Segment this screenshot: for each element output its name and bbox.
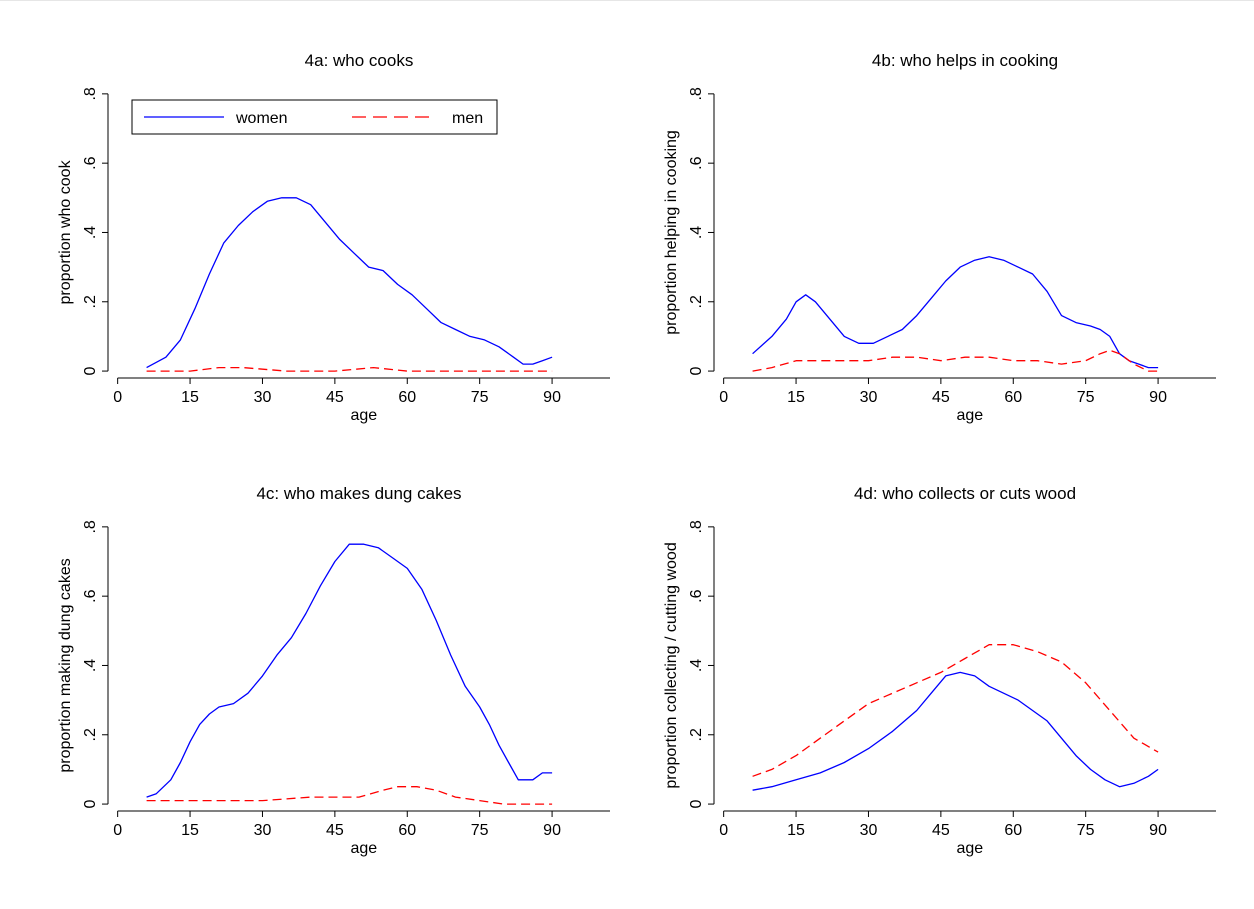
x-tick-label: 15 — [787, 822, 805, 839]
x-tick-label: 15 — [787, 389, 805, 406]
y-axis-label: proportion collecting / cutting wood — [663, 542, 680, 788]
y-tick-label: .6 — [688, 156, 705, 169]
y-axis-label: proportion making dung cakes — [57, 558, 74, 772]
y-tick-label: .2 — [82, 295, 99, 308]
x-axis-label: age — [956, 840, 983, 857]
series-line-women — [752, 256, 1159, 369]
y-tick-label: 0 — [82, 800, 99, 809]
x-tick-label: 60 — [398, 822, 416, 839]
y-tick-label: 0 — [688, 800, 705, 809]
y-tick-label: 0 — [688, 367, 705, 376]
y-tick-label: .4 — [82, 659, 99, 672]
x-tick-label: 0 — [113, 389, 122, 406]
x-tick-label: 45 — [326, 389, 344, 406]
series-line-women — [146, 197, 553, 369]
legend-label-men: men — [452, 110, 483, 127]
y-tick-label: 0 — [82, 367, 99, 376]
y-tick-label: .6 — [82, 156, 99, 169]
x-tick-label: 90 — [543, 389, 561, 406]
series-line-men — [146, 786, 553, 805]
series-line-men — [752, 349, 1159, 372]
y-tick-label: .8 — [688, 520, 705, 533]
x-tick-label: 45 — [932, 389, 950, 406]
y-tick-label: .2 — [688, 728, 705, 741]
panel-2: 4b: who helps in cooking 0 .2 .4 .6 .8 0 15 30 45… — [663, 51, 1216, 424]
x-axis-label: age — [956, 407, 983, 424]
top-divider — [0, 0, 1254, 1]
y-axis-label: proportion helping in cooking — [663, 130, 680, 335]
x-tick-label: 75 — [1077, 389, 1095, 406]
x-tick-label: 60 — [398, 389, 416, 406]
series-line-men — [146, 366, 553, 372]
y-tick-label: .2 — [688, 295, 705, 308]
panel-4: 4d: who collects or cuts wood 0 .2 .4 .6 .8 0 1… — [663, 484, 1216, 857]
x-tick-label: 0 — [719, 822, 728, 839]
x-tick-label: 45 — [326, 822, 344, 839]
panel-title: 4c: who makes dung cakes — [256, 484, 461, 503]
panel-3: 4c: who makes dung cakes 0 .2 .4 .6 .8 0 15 30 45… — [57, 484, 610, 857]
x-axis-label: age — [350, 840, 377, 857]
x-tick-label: 15 — [181, 822, 199, 839]
legend: women men — [131, 99, 498, 135]
y-tick-label: .2 — [82, 728, 99, 741]
panel-title: 4a: who cooks — [305, 51, 414, 70]
y-tick-label: .4 — [688, 226, 705, 239]
series-line-women — [146, 543, 553, 798]
x-tick-label: 15 — [181, 389, 199, 406]
x-tick-label: 30 — [254, 822, 272, 839]
x-tick-label: 90 — [1149, 389, 1167, 406]
x-tick-label: 90 — [543, 822, 561, 839]
x-tick-label: 60 — [1004, 389, 1022, 406]
series-line-women — [752, 671, 1159, 791]
panel-1: 4a: who cooks 0 .2 .4 .6 .8 0 15 30 45 60 75 90 age pr… — [57, 51, 610, 424]
y-tick-label: .4 — [688, 659, 705, 672]
series-line-men — [752, 644, 1159, 777]
x-tick-label: 60 — [1004, 822, 1022, 839]
y-tick-label: .6 — [688, 589, 705, 602]
x-tick-label: 0 — [719, 389, 728, 406]
x-tick-label: 30 — [860, 389, 878, 406]
panel-title: 4b: who helps in cooking — [872, 51, 1058, 70]
x-tick-label: 75 — [471, 389, 489, 406]
y-tick-label: .8 — [688, 87, 705, 100]
y-tick-label: .4 — [82, 226, 99, 239]
panel-title: 4d: who collects or cuts wood — [854, 484, 1076, 503]
x-tick-label: 75 — [471, 822, 489, 839]
x-tick-label: 75 — [1077, 822, 1095, 839]
x-tick-label: 30 — [254, 389, 272, 406]
y-tick-label: .8 — [82, 87, 99, 100]
x-axis-label: age — [350, 407, 377, 424]
x-tick-label: 90 — [1149, 822, 1167, 839]
y-tick-label: .6 — [82, 589, 99, 602]
legend-label-women: women — [235, 110, 288, 127]
y-tick-label: .8 — [82, 520, 99, 533]
x-tick-label: 0 — [113, 822, 122, 839]
y-axis-label: proportion who cook — [57, 159, 74, 304]
x-tick-label: 45 — [932, 822, 950, 839]
x-tick-label: 30 — [860, 822, 878, 839]
